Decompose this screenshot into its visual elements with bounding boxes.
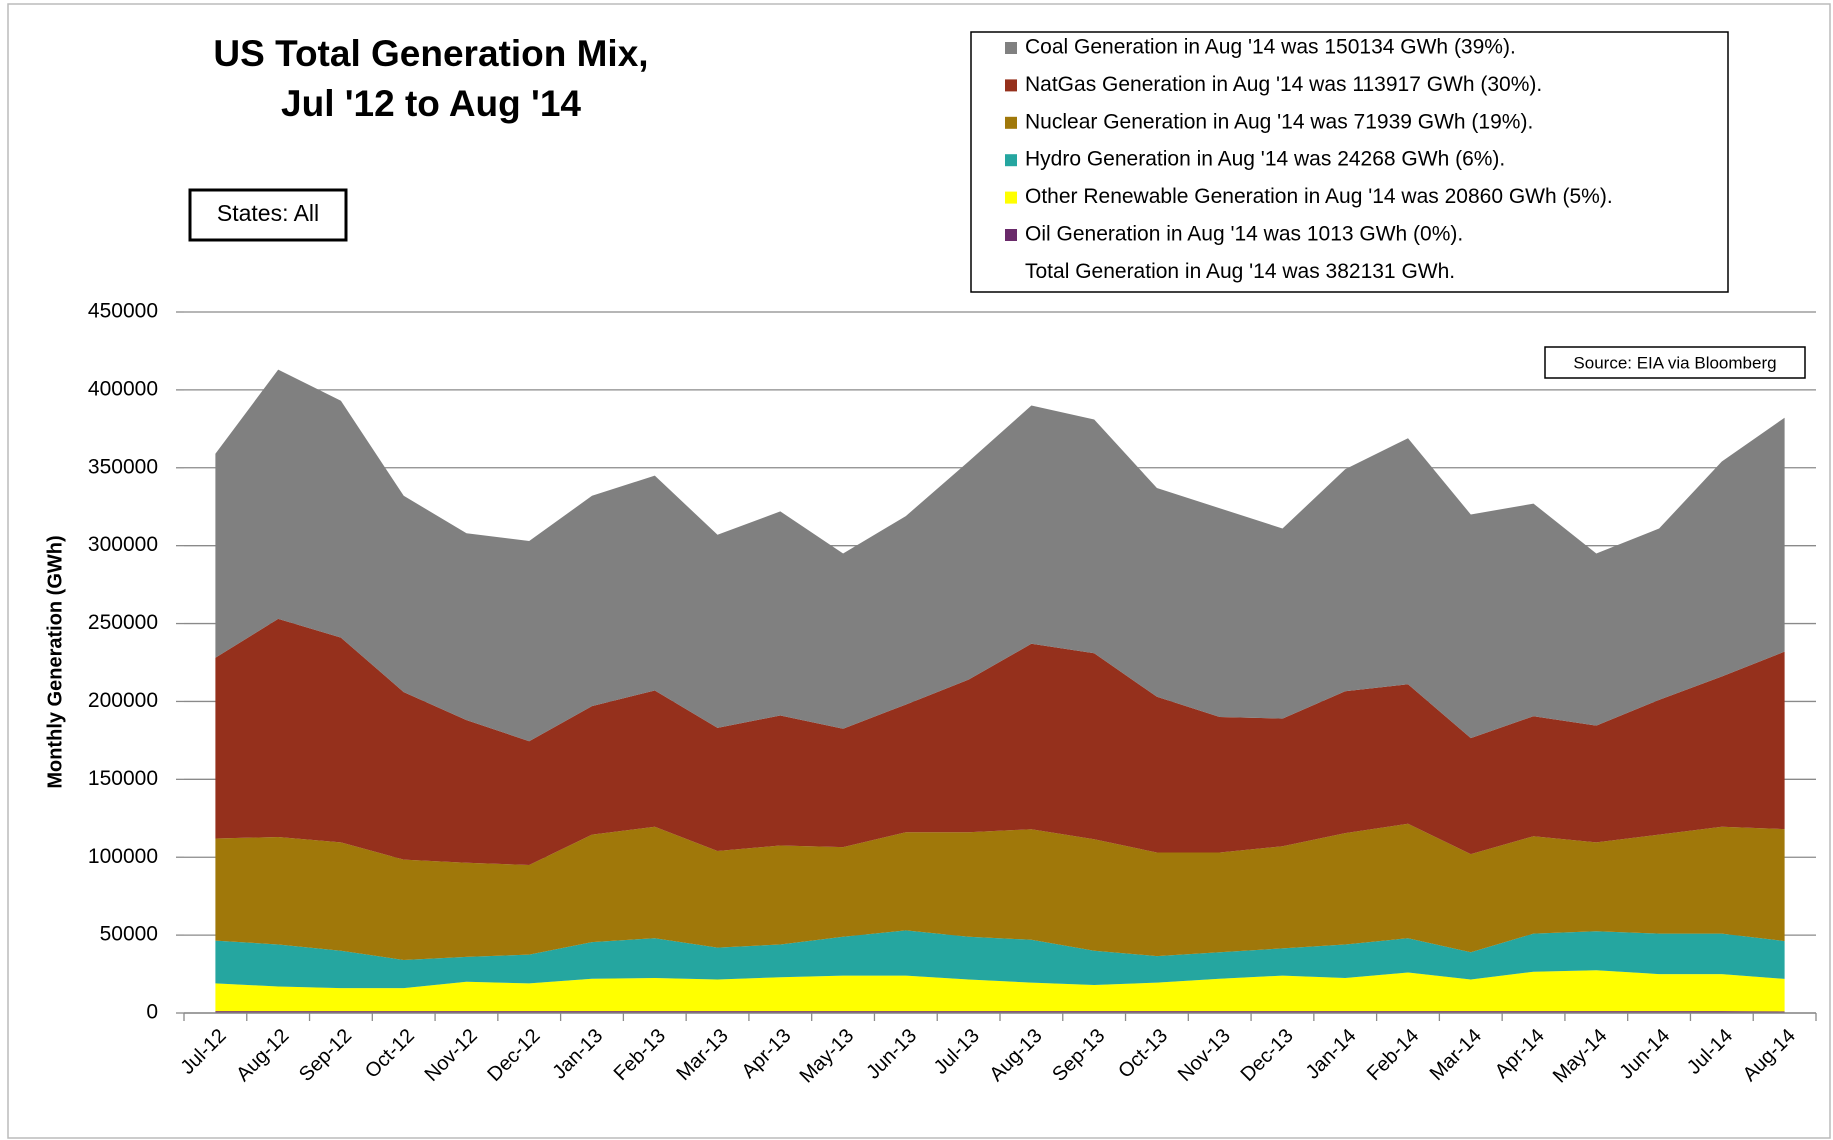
legend-swatch xyxy=(1005,42,1017,54)
legend-swatch xyxy=(1005,191,1017,204)
y-tick-label: 400000 xyxy=(88,377,158,400)
area xyxy=(215,970,1785,1012)
y-tick-label: 450000 xyxy=(88,300,158,323)
area xyxy=(215,930,1785,989)
y-tick-label: 50000 xyxy=(100,923,158,946)
states-box xyxy=(188,188,348,242)
legend-box xyxy=(970,31,1729,293)
y-tick-label: 100000 xyxy=(88,845,158,868)
y-tick-label: 150000 xyxy=(88,767,158,790)
area xyxy=(215,369,1785,742)
chart-title: US Total Generation Mix, xyxy=(213,33,648,74)
chart-title: Jul '12 to Aug '14 xyxy=(281,83,581,124)
legend-swatch xyxy=(1005,154,1017,167)
legend-label: Other Renewable Generation in Aug '14 wa… xyxy=(1025,185,1613,208)
legend-swatch xyxy=(1005,79,1017,92)
legend-label: Oil Generation in Aug '14 was 1013 GWh (… xyxy=(1025,223,1463,246)
legend-swatch xyxy=(1005,116,1017,129)
source-label: Source: EIA via Bloomberg xyxy=(1573,353,1776,372)
source-box xyxy=(1544,346,1806,379)
y-tick-label: 250000 xyxy=(88,611,158,634)
states-label: States: All xyxy=(217,200,319,226)
area xyxy=(215,823,1785,960)
y-tick-label: 200000 xyxy=(88,689,158,712)
area xyxy=(215,618,1785,865)
legend-label: NatGas Generation in Aug '14 was 113917 … xyxy=(1025,73,1542,96)
legend-label: Nuclear Generation in Aug '14 was 71939 … xyxy=(1025,110,1533,133)
legend-label: Coal Generation in Aug '14 was 150134 GW… xyxy=(1025,36,1516,59)
legend-total: Total Generation in Aug '14 was 382131 G… xyxy=(1025,260,1455,283)
legend-label: Hydro Generation in Aug '14 was 24268 GW… xyxy=(1025,148,1505,171)
y-axis-label: Monthly Generation (GWh) xyxy=(44,535,66,788)
legend-swatch xyxy=(1005,229,1017,241)
y-tick-label: 300000 xyxy=(88,533,158,556)
y-tick-label: 0 xyxy=(146,1001,158,1024)
y-tick-label: 350000 xyxy=(88,455,158,478)
